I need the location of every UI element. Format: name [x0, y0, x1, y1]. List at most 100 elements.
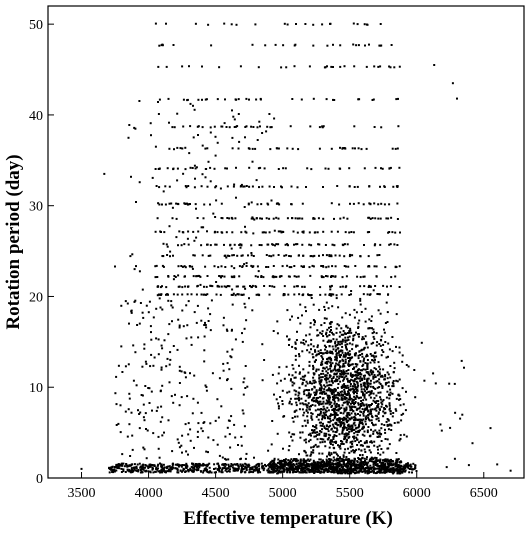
data-point	[317, 418, 320, 421]
data-point	[255, 217, 258, 220]
data-point	[174, 276, 177, 278]
data-point	[319, 465, 322, 468]
data-point	[338, 419, 341, 422]
data-point	[359, 440, 362, 442]
data-point	[377, 412, 380, 415]
data-point	[188, 65, 190, 68]
data-point	[359, 454, 361, 457]
data-point	[120, 345, 123, 348]
data-point	[348, 335, 351, 338]
data-point	[310, 412, 313, 415]
data-point	[344, 339, 347, 342]
data-point	[340, 398, 343, 401]
data-point	[203, 349, 206, 352]
data-point	[257, 471, 260, 474]
data-point	[295, 243, 297, 246]
data-point	[276, 382, 279, 385]
data-point	[318, 421, 321, 424]
data-point	[233, 126, 236, 128]
data-point	[226, 167, 228, 170]
data-point	[161, 347, 164, 350]
data-point	[318, 380, 321, 383]
data-point	[137, 409, 139, 412]
data-point	[221, 217, 224, 220]
data-point	[207, 23, 210, 26]
data-point	[297, 394, 300, 397]
data-point	[247, 463, 250, 466]
data-point	[315, 370, 318, 373]
x-tick-label: 6000	[403, 486, 431, 501]
data-point	[253, 218, 256, 221]
data-point	[332, 438, 335, 440]
data-point	[394, 461, 397, 464]
data-point	[356, 374, 359, 377]
data-point	[216, 231, 219, 234]
data-point	[366, 355, 369, 357]
data-point	[379, 458, 382, 461]
data-point	[362, 403, 365, 406]
data-point	[347, 419, 350, 422]
data-point	[128, 322, 130, 325]
data-point	[372, 392, 375, 395]
data-point	[156, 464, 159, 467]
data-point	[289, 397, 292, 400]
data-point	[337, 399, 340, 402]
data-point	[261, 379, 264, 382]
data-point	[233, 423, 236, 426]
data-point	[391, 350, 394, 353]
data-point	[342, 421, 345, 424]
data-point	[370, 419, 373, 422]
data-point	[349, 253, 351, 256]
data-point	[342, 412, 345, 415]
data-point	[228, 465, 230, 468]
data-point	[365, 406, 368, 409]
data-point	[315, 389, 318, 392]
data-point	[352, 334, 355, 337]
data-point	[203, 469, 206, 472]
data-point	[388, 348, 391, 351]
data-point	[397, 458, 400, 461]
data-point	[276, 464, 278, 467]
data-point	[331, 243, 334, 246]
data-point	[328, 383, 331, 386]
data-point	[208, 462, 211, 465]
data-point	[389, 391, 392, 394]
data-point	[312, 459, 315, 462]
data-point	[305, 380, 308, 383]
data-point	[200, 427, 203, 430]
data-point	[314, 394, 316, 396]
data-point	[302, 339, 305, 341]
data-point	[222, 369, 225, 372]
data-point	[157, 470, 160, 473]
data-point	[193, 254, 196, 257]
data-point	[339, 44, 342, 47]
data-point	[302, 378, 304, 381]
data-point	[283, 459, 285, 461]
data-point	[267, 266, 270, 268]
data-point	[222, 467, 225, 470]
data-point	[334, 394, 337, 397]
data-point	[263, 231, 265, 234]
data-point	[374, 217, 377, 220]
data-point	[401, 471, 404, 474]
data-point	[349, 445, 352, 448]
data-point	[349, 327, 352, 330]
data-point	[329, 322, 332, 325]
data-point	[377, 370, 379, 373]
data-point	[242, 412, 245, 415]
data-point	[239, 246, 242, 249]
data-point	[257, 465, 260, 467]
data-point	[183, 243, 186, 246]
data-point	[387, 462, 390, 465]
data-point	[218, 470, 221, 473]
data-point	[387, 217, 390, 220]
data-point	[384, 266, 387, 269]
data-point	[344, 352, 347, 355]
data-point	[341, 285, 344, 288]
data-point	[367, 384, 370, 387]
data-point	[133, 300, 136, 303]
y-tick-label: 20	[29, 290, 43, 305]
data-point	[305, 340, 307, 343]
data-point	[323, 367, 326, 370]
data-point	[338, 464, 341, 467]
